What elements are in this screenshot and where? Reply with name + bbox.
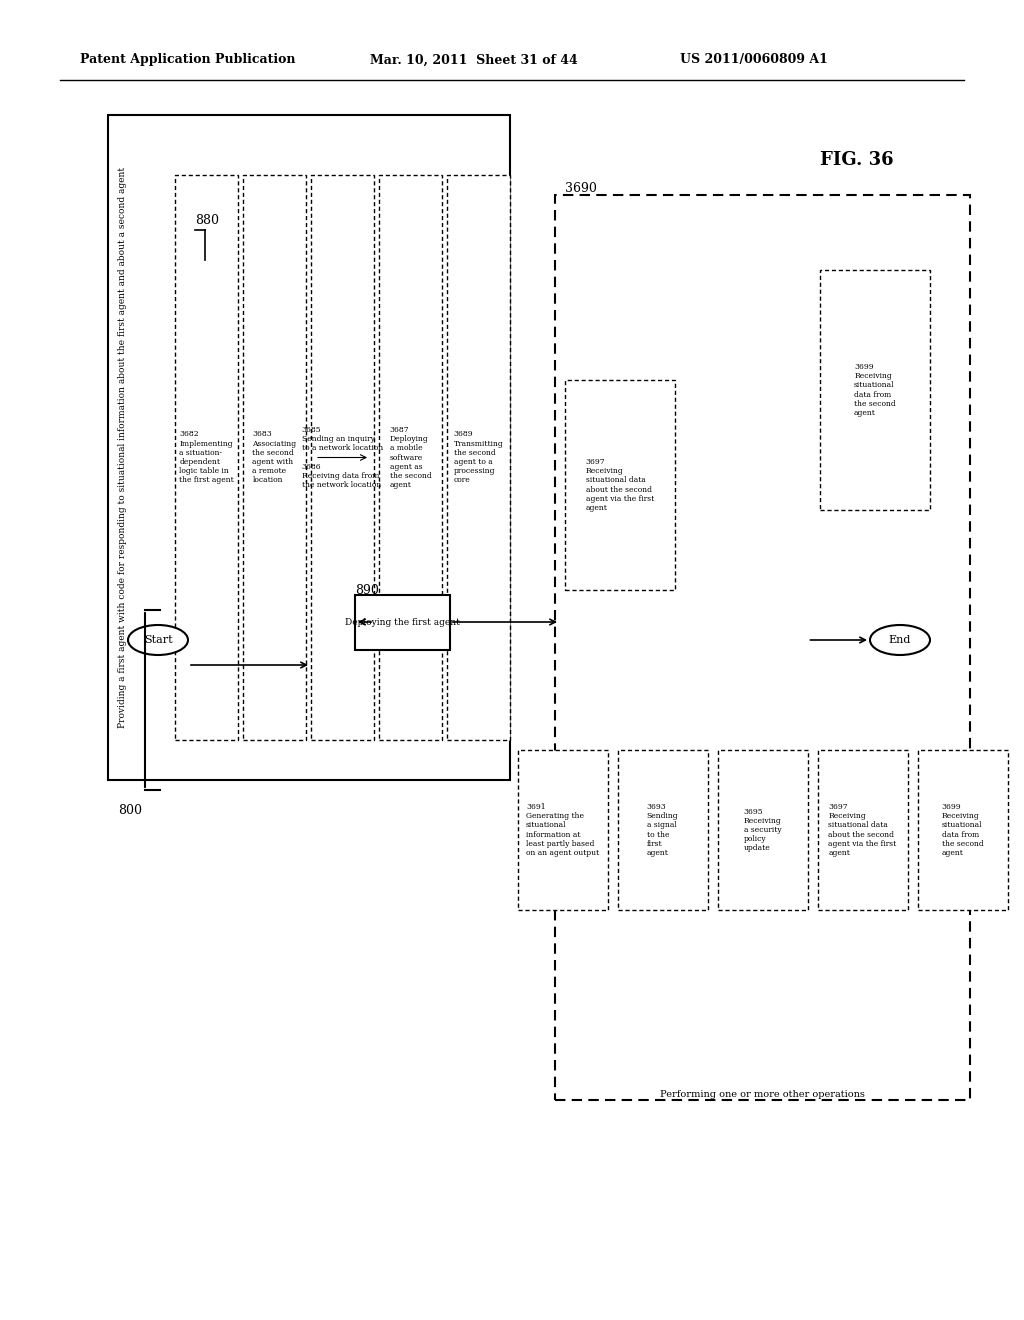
Text: 890: 890 <box>355 583 379 597</box>
Bar <box>718 750 808 909</box>
Text: 3682
Implementing
a situation-
dependent
logic table in
the first agent: 3682 Implementing a situation- dependent… <box>179 430 233 484</box>
Bar <box>447 176 510 741</box>
Text: 3685
Sending an inquiry
to a network location

3686
Receiving data from
the netw: 3685 Sending an inquiry to a network loc… <box>302 426 383 490</box>
Text: 3699
Receiving
situational
data from
the second
agent: 3699 Receiving situational data from the… <box>942 803 983 857</box>
Bar <box>817 750 907 909</box>
Bar <box>311 176 374 741</box>
Text: 3691
Generating the
situational
information at
least partly based
on an agent ou: 3691 Generating the situational informat… <box>526 803 599 857</box>
Text: 800: 800 <box>118 804 142 817</box>
Text: Performing one or more other operations: Performing one or more other operations <box>660 1090 865 1100</box>
Bar <box>918 750 1008 909</box>
Ellipse shape <box>870 624 930 655</box>
Ellipse shape <box>128 624 188 655</box>
Text: 3695
Receiving
a security
policy
update: 3695 Receiving a security policy update <box>743 808 781 853</box>
Bar <box>379 176 442 741</box>
Text: 3699
Receiving
situational
data from
the second
agent: 3699 Receiving situational data from the… <box>854 363 896 417</box>
Text: 3687
Deploying
a mobile
software
agent as
the second
agent: 3687 Deploying a mobile software agent a… <box>389 426 431 490</box>
Text: Deploying the first agent: Deploying the first agent <box>345 618 460 627</box>
Bar <box>555 195 970 1100</box>
Text: Providing a first agent with code for responding to situational information abou: Providing a first agent with code for re… <box>119 166 128 729</box>
Text: End: End <box>889 635 911 645</box>
Text: 880: 880 <box>195 214 219 227</box>
Text: 3697
Receiving
situational data
about the second
agent via the first
agent: 3697 Receiving situational data about th… <box>828 803 897 857</box>
Bar <box>565 380 675 590</box>
Text: Start: Start <box>143 635 172 645</box>
Bar <box>175 176 238 741</box>
Text: Mar. 10, 2011  Sheet 31 of 44: Mar. 10, 2011 Sheet 31 of 44 <box>370 54 578 66</box>
Bar <box>820 271 930 510</box>
Bar <box>108 115 510 780</box>
Text: 3689
Transmitting
the second
agent to a
processing
core: 3689 Transmitting the second agent to a … <box>454 430 504 484</box>
Bar <box>355 595 450 649</box>
Text: US 2011/0060809 A1: US 2011/0060809 A1 <box>680 54 827 66</box>
Text: 3693
Sending
a signal
to the
first
agent: 3693 Sending a signal to the first agent <box>647 803 678 857</box>
Bar <box>517 750 607 909</box>
Text: 3690: 3690 <box>565 182 597 195</box>
Text: 3683
Associating
the second
agent with
a remote
location: 3683 Associating the second agent with a… <box>253 430 297 484</box>
Text: FIG. 36: FIG. 36 <box>820 150 894 169</box>
Bar <box>243 176 306 741</box>
Text: 3697
Receiving
situational data
about the second
agent via the first
agent: 3697 Receiving situational data about th… <box>586 458 654 512</box>
Text: Patent Application Publication: Patent Application Publication <box>80 54 296 66</box>
Bar <box>617 750 708 909</box>
